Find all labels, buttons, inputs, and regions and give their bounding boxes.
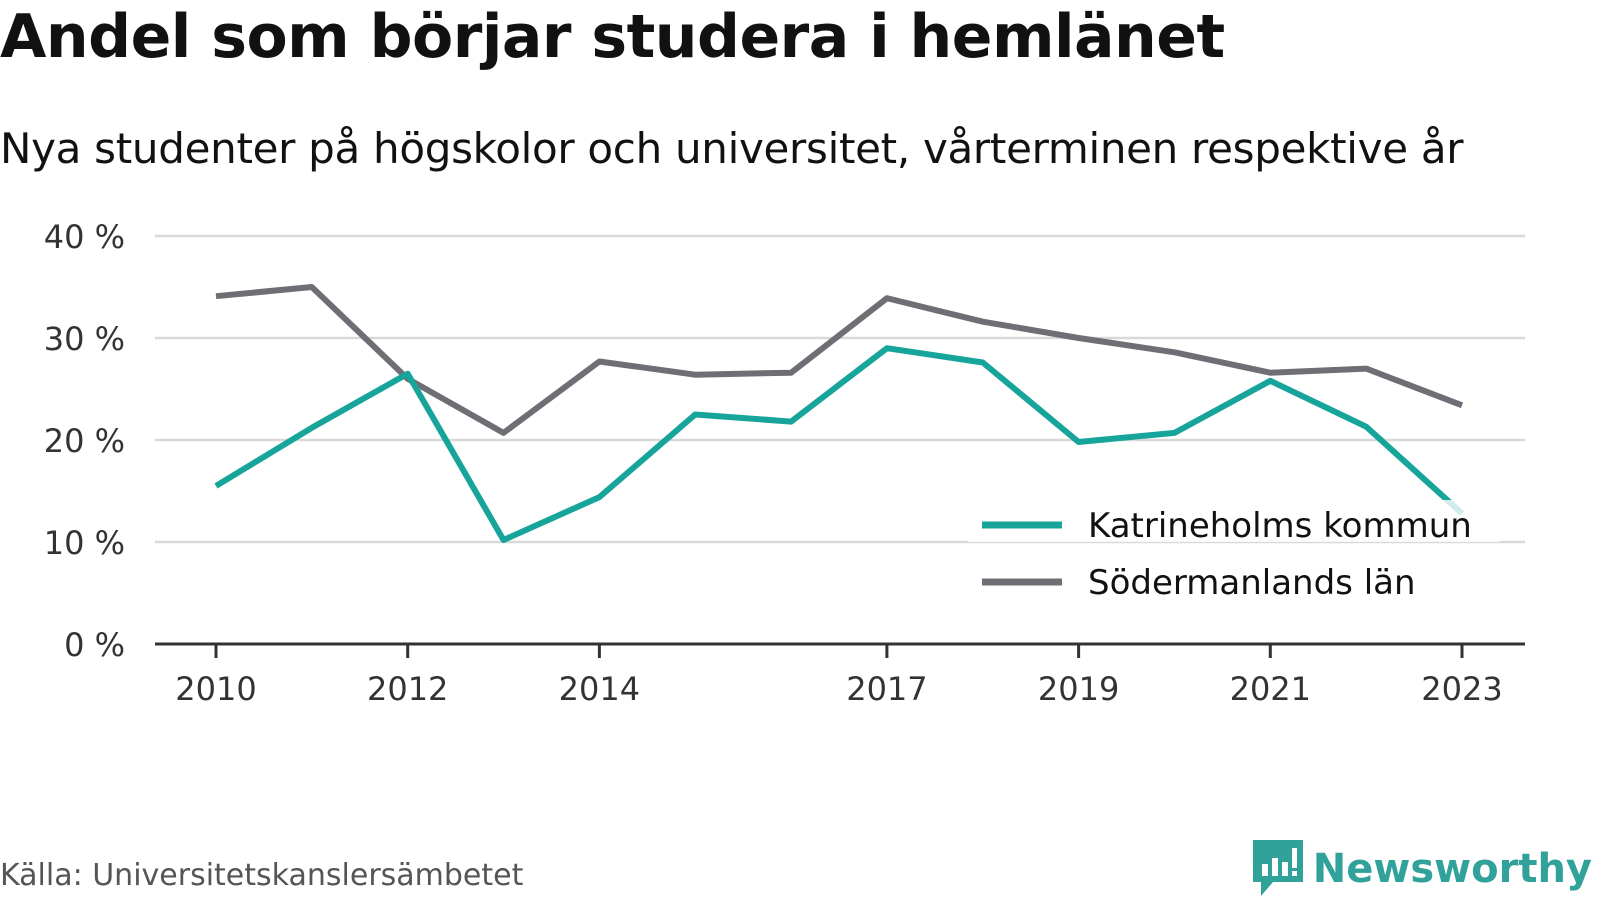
gridlines	[155, 234, 1525, 544]
x-tick-label: 2010	[175, 670, 256, 708]
legend-label: Katrineholms kommun	[1088, 506, 1472, 546]
y-tick-label: 10 %	[44, 524, 125, 562]
y-tick-label: 0 %	[64, 626, 125, 664]
legend-label: Södermanlands län	[1088, 563, 1416, 603]
source-note: Källa: Universitetskanslersämbetet	[0, 858, 524, 893]
newsworthy-logo: Newsworthy	[1252, 838, 1592, 900]
line-chart: 0 % 10 % 20 % 30 % 40 % 2010 2012 2014 2017 2019…	[44, 218, 1525, 708]
legend-background	[968, 500, 1500, 542]
x-tick-label: 2019	[1038, 670, 1119, 708]
brand-name: Newsworthy	[1312, 846, 1592, 892]
y-tick-label: 40 %	[44, 218, 125, 256]
x-tick-label: 2012	[367, 670, 448, 708]
x-tick-label: 2014	[559, 670, 640, 708]
legend: Katrineholms kommun Södermanlands län	[968, 500, 1500, 603]
x-tick-label: 2021	[1230, 670, 1311, 708]
series-lines	[214, 284, 1465, 543]
series-line-sodermanland	[215, 284, 1464, 436]
x-tick-label: 2017	[846, 670, 927, 708]
newsworthy-logo-icon	[1252, 840, 1303, 896]
y-tick-label: 30 %	[44, 320, 125, 358]
series-line-katrineholm	[214, 345, 1465, 543]
chart-title: Andel som börjar studera i hemlänet	[0, 2, 1225, 72]
y-axis-tick-labels: 0 % 10 % 20 % 30 % 40 %	[44, 218, 125, 664]
y-tick-label: 20 %	[44, 422, 125, 460]
x-axis: 2010 2012 2014 2017 2019 2021 2023	[155, 642, 1525, 708]
x-tick-label: 2023	[1421, 670, 1502, 708]
chart-subtitle: Nya studenter på högskolor och universit…	[0, 124, 1464, 173]
